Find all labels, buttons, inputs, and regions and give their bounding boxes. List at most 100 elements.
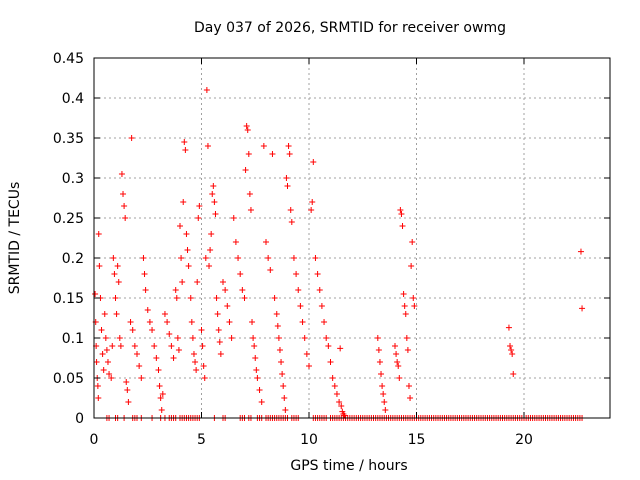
data-point xyxy=(393,351,400,357)
data-point xyxy=(193,367,200,373)
data-point xyxy=(213,295,220,301)
data-point xyxy=(254,375,261,381)
data-point xyxy=(99,351,106,357)
data-point xyxy=(109,343,116,349)
x-tick-labels: 0 5 10 15 20 xyxy=(90,432,533,448)
data-point xyxy=(106,371,113,377)
y-axis-label: SRMTID / TECUs xyxy=(7,182,23,295)
data-point xyxy=(312,255,319,261)
data-point xyxy=(212,211,219,217)
data-point xyxy=(408,263,415,269)
data-point xyxy=(170,355,177,361)
data-point xyxy=(202,255,209,261)
data-point xyxy=(278,359,285,365)
data-point xyxy=(161,311,168,317)
data-point xyxy=(382,407,389,413)
data-point xyxy=(196,203,203,209)
data-point xyxy=(279,371,286,377)
data-point xyxy=(273,311,280,317)
data-point xyxy=(327,359,334,365)
data-point xyxy=(96,263,103,269)
data-point xyxy=(316,287,323,293)
data-point xyxy=(310,159,317,165)
data-point xyxy=(210,183,217,189)
data-point xyxy=(276,347,283,353)
data-point xyxy=(188,319,195,325)
data-point xyxy=(198,327,205,333)
data-point xyxy=(113,311,120,317)
data-point xyxy=(122,215,129,221)
data-point xyxy=(138,375,145,381)
data-point xyxy=(411,303,418,309)
data-point xyxy=(399,223,406,229)
x-axis-label: GPS time / hours xyxy=(290,458,407,474)
data-point xyxy=(184,247,191,253)
data-point xyxy=(103,347,110,353)
data-point xyxy=(403,335,410,341)
data-point xyxy=(379,383,386,389)
data-point xyxy=(407,395,414,401)
data-point xyxy=(397,207,404,213)
data-point xyxy=(263,239,269,245)
data-point xyxy=(394,359,401,365)
data-point xyxy=(505,324,512,331)
data-point xyxy=(182,147,189,153)
data-point xyxy=(228,335,235,341)
data-point xyxy=(92,291,99,297)
data-point xyxy=(201,375,208,381)
data-point xyxy=(220,279,226,285)
data-point xyxy=(329,375,336,381)
data-point xyxy=(206,263,213,269)
data-point xyxy=(214,311,221,317)
data-point xyxy=(392,343,398,349)
data-point xyxy=(153,355,160,361)
y-tick-label: 0.35 xyxy=(53,131,84,147)
data-point xyxy=(243,123,250,129)
data-point xyxy=(208,231,215,237)
data-point xyxy=(204,143,211,149)
data-point xyxy=(321,319,328,325)
data-point xyxy=(267,267,274,273)
data-point xyxy=(159,391,166,397)
data-point xyxy=(235,255,242,261)
data-point xyxy=(95,231,102,237)
data-point xyxy=(222,287,229,293)
data-point xyxy=(325,343,332,349)
data-point xyxy=(577,248,584,255)
data-point xyxy=(250,335,257,341)
x-tick-label: 15 xyxy=(408,432,426,448)
data-point xyxy=(156,383,163,389)
data-point xyxy=(128,135,135,141)
data-point xyxy=(94,383,101,389)
data-point xyxy=(124,387,131,393)
data-point xyxy=(158,407,165,413)
data-point xyxy=(299,319,306,325)
data-point xyxy=(203,87,210,93)
data-point xyxy=(287,207,294,213)
data-point xyxy=(104,359,111,365)
axis-ticks xyxy=(93,57,610,419)
data-point xyxy=(244,127,251,133)
data-point xyxy=(101,311,108,317)
data-point xyxy=(284,183,291,189)
data-point xyxy=(258,399,265,405)
data-point xyxy=(375,347,382,353)
data-point xyxy=(269,151,276,157)
y-tick-labels: 0 0.05 0.1 0.15 0.2 0.25 0.3 0.35 0.4 0.45 xyxy=(53,51,84,427)
data-point xyxy=(306,363,312,369)
data-point xyxy=(232,239,239,245)
data-point xyxy=(127,319,134,325)
data-point xyxy=(400,291,407,297)
y-tick-label: 0 xyxy=(75,411,84,427)
data-point xyxy=(230,215,237,221)
data-point xyxy=(226,319,233,325)
data-point xyxy=(271,295,278,301)
chart-title: Day 037 of 2026, SRMTID for receiver owm… xyxy=(194,20,506,36)
data-point xyxy=(217,351,224,357)
data-point xyxy=(215,327,222,333)
data-point xyxy=(509,351,516,357)
data-point xyxy=(303,351,310,357)
data-point xyxy=(151,343,158,349)
data-point xyxy=(209,191,216,197)
data-point xyxy=(237,271,244,277)
